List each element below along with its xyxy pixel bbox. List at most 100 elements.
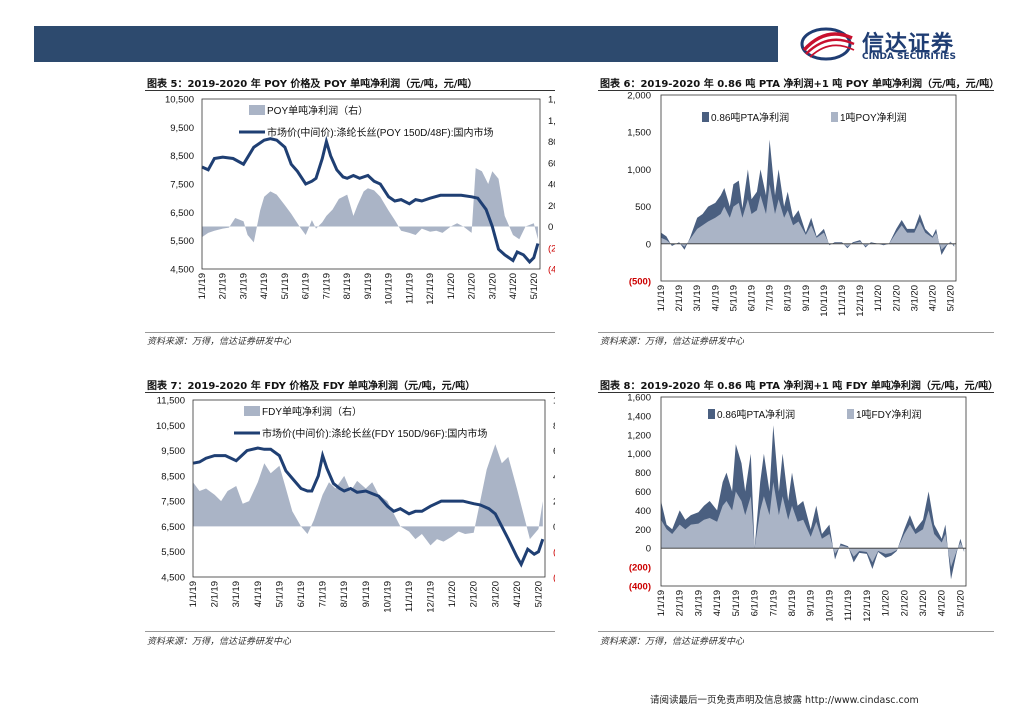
chart2-ytick-left: 6,500 bbox=[161, 522, 185, 533]
chart3-ytick: (400) bbox=[629, 582, 651, 593]
chart2-xtick-label: 4/1/20 bbox=[512, 581, 523, 607]
chart2-xtick-label: 3/1/20 bbox=[490, 581, 501, 607]
chart1-ytick: 1,500 bbox=[627, 128, 651, 139]
chart1-legend-label: 1吨POY净利润 bbox=[840, 111, 907, 124]
chart1-xtick-label: 10/1/19 bbox=[819, 285, 830, 317]
figure-8-title: 图表 8：2019-2020 年 0.86 吨 PTA 净利润+1 吨 FDY … bbox=[600, 381, 999, 392]
cinda-logo-mark-icon bbox=[800, 27, 855, 61]
chart2-xtick-label: 7/1/19 bbox=[318, 581, 329, 607]
figure-6-bottom-rule bbox=[598, 332, 994, 333]
chart0-xtick-label: 9/1/19 bbox=[363, 273, 374, 299]
chart3-area-series-1 bbox=[661, 425, 965, 580]
chart1-xtick-label: 1/1/19 bbox=[656, 285, 667, 311]
chart0-ytick-right: (200) bbox=[548, 243, 555, 254]
chart0-price-line bbox=[201, 135, 540, 265]
chart0-xtick-label: 4/1/20 bbox=[508, 273, 519, 299]
chart3-area-series-2 bbox=[661, 482, 965, 568]
chart2-ytick-right: 200 bbox=[553, 497, 555, 508]
chart2-legend-swatch-area bbox=[244, 406, 260, 416]
chart1-xtick-label: 9/1/19 bbox=[801, 285, 812, 311]
figure-6-title: 图表 6：2019-2020 年 0.86 吨 PTA 净利润+1 吨 POY … bbox=[600, 79, 1000, 90]
chart3-legend-label: 1吨FDY净利润 bbox=[856, 408, 922, 421]
chart0-ytick-left: 8,500 bbox=[170, 151, 194, 162]
chart3-xtick-label: 5/1/20 bbox=[955, 590, 966, 616]
chart3-xtick-label: 5/1/19 bbox=[731, 590, 742, 616]
chart0-xtick-label: 11/1/19 bbox=[404, 273, 415, 304]
chart0-xtick-label: 8/1/19 bbox=[342, 273, 353, 299]
chart0-ytick-left: 5,500 bbox=[170, 236, 194, 247]
chart0-ytick-right: 800 bbox=[548, 137, 555, 148]
chart3-ytick: 200 bbox=[635, 525, 651, 536]
figure-8-bottom-rule bbox=[598, 631, 994, 632]
chart0-xtick-label: 12/1/19 bbox=[425, 273, 436, 305]
chart1-ytick: 500 bbox=[635, 202, 651, 213]
chart0-legend-swatch-area bbox=[249, 105, 265, 115]
chart0-ytick-left: 7,500 bbox=[170, 180, 194, 191]
figure-7-top-rule bbox=[145, 392, 555, 393]
chart2-xtick-label: 10/1/19 bbox=[382, 581, 393, 613]
figure-5-title: 图表 5：2019-2020 年 POY 价格及 POY 单吨净利润（元/吨，元… bbox=[147, 79, 478, 90]
chart2-xtick-label: 8/1/19 bbox=[339, 581, 350, 607]
chart1-xtick-label: 5/1/19 bbox=[728, 285, 739, 311]
chart1-plot-frame bbox=[660, 94, 957, 282]
chart2-plot-frame bbox=[192, 399, 546, 578]
chart0-ytick-right: 1,200 bbox=[548, 95, 555, 106]
chart3-xtick-label: 4/1/20 bbox=[937, 590, 948, 616]
chart2-ytick-left: 4,500 bbox=[161, 573, 185, 584]
chart1-ytick: (500) bbox=[629, 277, 651, 288]
chart2-ytick-right: 600 bbox=[553, 446, 555, 457]
chart1-ytick: 2,000 bbox=[627, 91, 651, 102]
chart2-xtick-label: 9/1/19 bbox=[361, 581, 372, 607]
figure-5-source: 资料来源：万得，信达证券研发中心 bbox=[147, 337, 292, 347]
chart1-xtick-label: 3/1/19 bbox=[692, 285, 703, 311]
figure-6-source: 资料来源：万得，信达证券研发中心 bbox=[600, 337, 745, 347]
chart0-ytick-right: 400 bbox=[548, 180, 555, 191]
chart3-ytick: 1,200 bbox=[627, 430, 651, 441]
chart0-xtick-label: 3/1/20 bbox=[487, 273, 498, 299]
chart3-xtick-label: 7/1/19 bbox=[768, 590, 779, 616]
chart2-ytick-left: 9,500 bbox=[161, 446, 185, 457]
chart1-legend-swatch-2 bbox=[831, 112, 838, 122]
chart2-xtick-label: 4/1/19 bbox=[253, 581, 264, 607]
figure-7-bottom-rule bbox=[145, 631, 555, 632]
cinda-logo: 信达证券 CINDA SECURITIES bbox=[800, 22, 990, 66]
chart0-ytick-right: 200 bbox=[548, 201, 555, 212]
chart3-xtick-label: 2/1/19 bbox=[675, 590, 686, 616]
chart2-price-line bbox=[192, 446, 545, 568]
chart3-ytick: 1,000 bbox=[627, 449, 651, 460]
chart2-xtick-label: 11/1/19 bbox=[404, 581, 415, 612]
chart2-xtick-label: 12/1/19 bbox=[426, 581, 437, 613]
chart2-xtick-label: 6/1/19 bbox=[296, 581, 307, 607]
chart1-ytick: 0 bbox=[646, 239, 651, 250]
chart2-xtick-label: 1/1/19 bbox=[188, 581, 199, 607]
chart2-area-series bbox=[193, 444, 543, 546]
figure-5-top-rule bbox=[145, 90, 555, 91]
header-band bbox=[34, 26, 778, 62]
chart2-ytick-right: 400 bbox=[553, 471, 555, 482]
chart2-legend-label: 市场价(中间价):涤纶长丝(FDY 150D/96F):国内市场 bbox=[262, 427, 487, 440]
chart3-ytick: 400 bbox=[635, 506, 651, 517]
figure-6-chart: 2,000 1,500 1,000 500 0 (500) 1/1/19 2/1/19 3/1/… bbox=[627, 91, 957, 317]
chart1-xtick-label: 12/1/19 bbox=[855, 285, 866, 317]
chart3-legend-swatch-2 bbox=[847, 409, 854, 419]
chart2-xtick-label: 1/1/20 bbox=[447, 581, 458, 607]
chart1-xtick-label: 4/1/19 bbox=[710, 285, 721, 311]
chart3-legend-label: 0.86吨PTA净利润 bbox=[717, 408, 795, 421]
figure-8-chart: 1,600 1,400 1,200 1,000 800 600 400 200 0 (200) (4… bbox=[627, 393, 967, 622]
chart0-xtick-label: 2/1/19 bbox=[218, 273, 229, 299]
chart2-ytick-left: 8,500 bbox=[161, 471, 185, 482]
chart1-ytick: 1,000 bbox=[627, 165, 651, 176]
chart0-xtick-label: 10/1/19 bbox=[384, 273, 395, 305]
figure-5-chart: 10,500 9,500 8,500 7,500 6,500 5,500 4,500 1,20… bbox=[165, 95, 555, 305]
chart3-xtick-label: 1/1/20 bbox=[881, 590, 892, 616]
chart0-ytick-left: 6,500 bbox=[170, 208, 194, 219]
chart3-xtick-label: 10/1/19 bbox=[824, 590, 835, 622]
chart1-legend-label: 0.86吨PTA净利润 bbox=[711, 111, 789, 124]
chart1-xtick-label: 6/1/19 bbox=[746, 285, 757, 311]
chart3-ytick: (200) bbox=[629, 563, 651, 574]
chart1-xtick-label: 11/1/19 bbox=[837, 285, 848, 316]
chart0-ytick-left: 9,500 bbox=[170, 123, 194, 134]
chart2-ytick-right: (200) bbox=[553, 547, 555, 558]
figure-7-chart: 11,500 10,500 9,500 8,500 7,500 6,500 5,500 4,5… bbox=[156, 396, 555, 613]
logo-text-cn: 信达证券 bbox=[862, 32, 955, 57]
